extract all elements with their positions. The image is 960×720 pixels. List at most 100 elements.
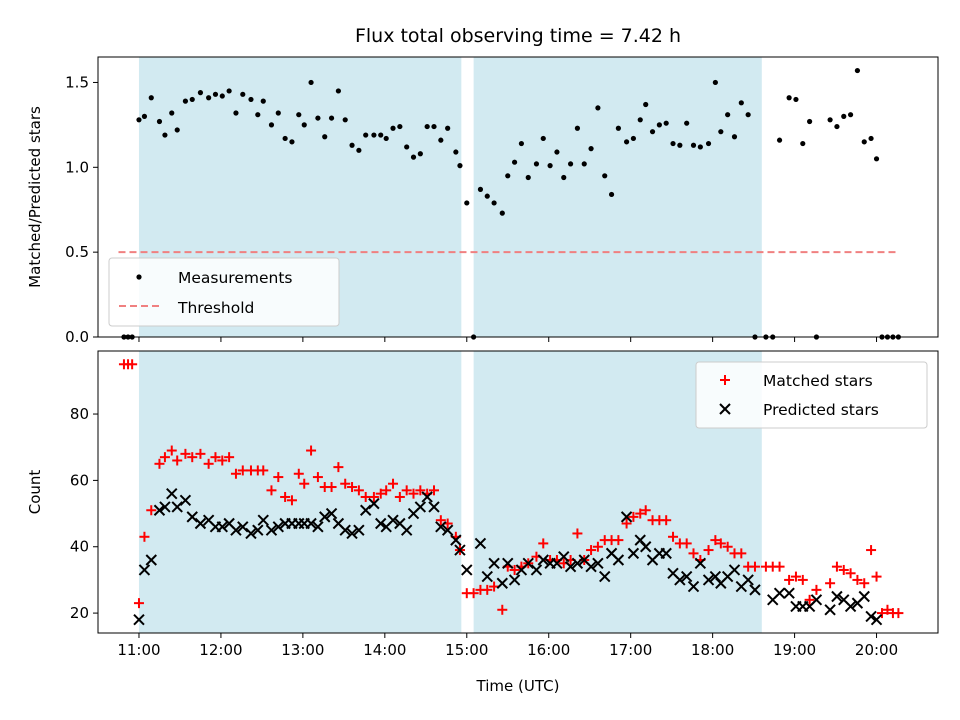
predicted-star-point	[592, 557, 604, 570]
predicted-star-point	[305, 517, 317, 530]
matched-star-point	[280, 491, 291, 502]
predicted-star-point	[858, 590, 870, 603]
matched-star-point	[628, 511, 639, 522]
legend-marker-predicted	[719, 403, 731, 415]
x-tick-label: 18:00	[691, 641, 734, 659]
matched-star-point	[415, 485, 426, 496]
predicted-star-point	[537, 554, 549, 566]
measurement-point	[834, 123, 840, 130]
matched-star-point	[435, 515, 446, 526]
matched-star-point	[509, 564, 520, 575]
predicted-star-point	[558, 550, 570, 563]
predicted-star-point	[387, 514, 399, 526]
measurement-point	[718, 129, 724, 135]
predicted-star-point	[428, 501, 440, 513]
measurement-point	[547, 163, 553, 169]
y-tick-label: 1.5	[65, 73, 89, 91]
x-axis-label: Time (UTC)	[476, 677, 560, 695]
measurement-point	[378, 132, 384, 138]
legend-label-threshold: Threshold	[177, 299, 254, 317]
measurement-point	[282, 135, 288, 142]
measurement-point	[296, 112, 302, 118]
shaded-intervals	[138, 351, 762, 633]
predicted-star-point	[312, 521, 324, 533]
matched-star-point	[172, 455, 183, 466]
predicted-star-point	[824, 604, 836, 616]
measurement-point	[233, 110, 239, 116]
predicted-star-point	[325, 507, 338, 520]
measurement-point	[268, 122, 275, 128]
matched-star-point	[668, 531, 679, 542]
measurement-point	[453, 149, 459, 155]
matched-star-point	[804, 594, 815, 605]
x-tick-label: 13:00	[281, 641, 324, 659]
matched-star-point	[293, 468, 304, 479]
matched-star-point	[811, 584, 822, 595]
predicted-star-point	[564, 560, 577, 573]
matched-star-point	[258, 465, 269, 476]
measurement-point	[677, 142, 683, 148]
x-tick-label: 14:00	[363, 641, 406, 659]
measurement-point	[206, 95, 212, 101]
measurement-point	[540, 135, 546, 142]
measurement-point	[226, 88, 232, 94]
matched-star-point	[312, 472, 323, 483]
predicted-star-point	[194, 517, 207, 530]
measurement-point	[397, 123, 403, 130]
y-tick-label: 80	[70, 405, 89, 423]
predicted-star-point	[844, 600, 857, 613]
measurement-point	[197, 90, 204, 96]
measurement-point	[643, 101, 649, 108]
predicted-star-point	[773, 587, 786, 599]
matched-star-point	[859, 578, 870, 589]
predicted-star-point	[252, 524, 264, 536]
predicted-star-point	[530, 564, 543, 576]
predicted-star-point	[687, 580, 700, 593]
matched-star-point	[661, 515, 672, 526]
measurement-point	[342, 117, 348, 123]
predicted-star-point	[441, 524, 454, 536]
matched-star-point	[230, 468, 241, 479]
bottom-y-axis: 20 40 60 80	[70, 405, 98, 622]
measurement-point	[162, 132, 168, 138]
matched-star-point	[838, 564, 849, 575]
legend-marker-measurements	[136, 274, 142, 280]
measurement-point	[438, 137, 444, 143]
measurement-point	[417, 151, 423, 157]
matched-star-point	[306, 445, 317, 456]
predicted-star-point	[831, 590, 843, 603]
predicted-star-point	[660, 547, 672, 560]
predicted-star-point	[599, 570, 611, 583]
predicted-star-point	[502, 557, 514, 570]
bottom-data-marks	[118, 359, 904, 626]
legend-box	[695, 361, 928, 429]
matched-star-point	[703, 545, 714, 556]
predicted-star-point	[230, 524, 242, 536]
matched-star-point	[146, 505, 157, 516]
shaded-interval-2	[473, 57, 762, 337]
predicted-star-point	[674, 574, 686, 586]
matched-star-point	[375, 488, 386, 499]
matched-star-point	[299, 478, 310, 489]
matched-star-point	[408, 488, 419, 499]
matched-star-point	[871, 571, 882, 582]
predicted-star-point	[454, 544, 466, 556]
bottom-axes-frame	[97, 350, 939, 634]
matched-star-point	[688, 548, 699, 559]
matched-star-point	[187, 452, 198, 463]
y-tick-label: 1.0	[65, 158, 89, 176]
measurement-point	[705, 140, 712, 147]
measurement-point	[424, 123, 430, 130]
predicted-star-point	[870, 614, 883, 626]
measurement-point	[841, 113, 847, 119]
measurement-point	[684, 120, 690, 126]
matched-star-point	[621, 518, 632, 529]
predicted-star-point	[810, 594, 823, 606]
measurement-point	[595, 105, 601, 111]
matched-star-point	[592, 541, 603, 552]
predicted-star-point	[400, 524, 413, 536]
predicted-star-point	[414, 501, 427, 513]
predicted-star-point	[522, 557, 534, 570]
predicted-star-point	[171, 501, 183, 513]
matched-star-point	[825, 578, 836, 589]
